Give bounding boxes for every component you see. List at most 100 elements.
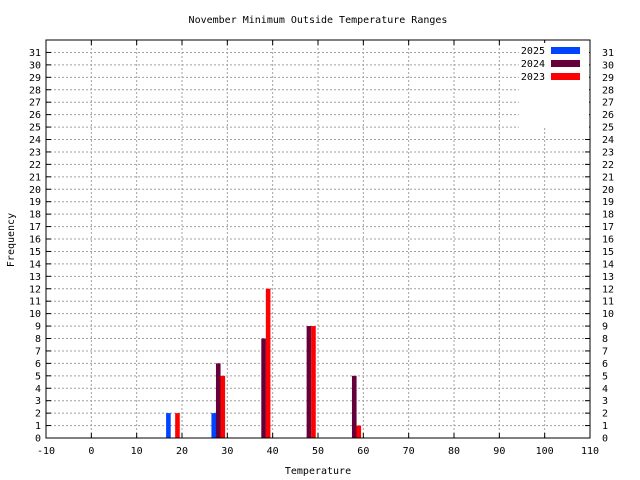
y-tick-label: 26: [29, 110, 41, 121]
legend-label: 2025: [521, 46, 545, 57]
y-tick-label: 19: [29, 197, 41, 208]
y-tick-label: 7: [35, 346, 41, 357]
y-tick-label-right: 16: [602, 235, 614, 246]
y-tick-label: 18: [29, 210, 41, 221]
x-tick-label: 50: [312, 446, 324, 457]
y-tick-label: 24: [29, 135, 41, 146]
y-tick-label: 14: [29, 259, 41, 270]
y-tick-label: 23: [29, 147, 41, 158]
y-tick-label-right: 7: [602, 346, 608, 357]
y-tick-label-right: 27: [602, 98, 614, 109]
y-tick-label-right: 23: [602, 147, 614, 158]
bar-2025: [166, 413, 171, 438]
y-tick-label-right: 17: [602, 222, 614, 233]
y-tick-label-right: 21: [602, 172, 614, 183]
y-tick-label: 30: [29, 60, 41, 71]
y-tick-label-right: 20: [602, 185, 614, 196]
legend-swatch: [551, 60, 580, 67]
y-tick-label: 9: [35, 322, 41, 333]
bar-2023: [311, 326, 316, 438]
y-tick-label: 21: [29, 172, 41, 183]
y-tick-label: 8: [35, 334, 41, 345]
y-tick-label: 13: [29, 272, 41, 283]
x-tick-label: 60: [357, 446, 369, 457]
legend-label: 2024: [521, 59, 545, 70]
y-tick-label: 1: [35, 421, 41, 432]
y-tick-label-right: 2: [602, 409, 608, 420]
y-tick-label-right: 1: [602, 421, 608, 432]
y-tick-label-right: 11: [602, 297, 614, 308]
bar-2024: [261, 338, 266, 438]
y-axis-label: Frequency: [6, 213, 17, 267]
y-tick-label-right: 25: [602, 123, 614, 134]
y-tick-label: 22: [29, 160, 41, 171]
y-tick-label-right: 12: [602, 284, 614, 295]
legend: 2025 2024 2023: [519, 43, 589, 128]
x-tick-label: 30: [221, 446, 233, 457]
y-tick-label-right: 29: [602, 73, 614, 84]
x-tick-label: 80: [448, 446, 460, 457]
y-tick-label-right: 8: [602, 334, 608, 345]
y-tick-label: 25: [29, 123, 41, 134]
bar-2023: [220, 375, 226, 438]
x-tick-label: 0: [88, 446, 94, 457]
y-tick-label: 5: [35, 371, 41, 382]
bar-2023: [356, 425, 362, 438]
y-tick-label: 31: [29, 48, 41, 59]
y-tick-label-right: 28: [602, 85, 614, 96]
legend-background: [519, 43, 589, 128]
y-tick-label: 15: [29, 247, 41, 258]
x-tick-label: 70: [403, 446, 415, 457]
bar-2025: [211, 413, 217, 438]
y-tick-label: 12: [29, 284, 41, 295]
y-tick-label-right: 9: [602, 322, 608, 333]
y-tick-label: 16: [29, 235, 41, 246]
legend-swatch: [551, 47, 580, 54]
y-tick-label-right: 18: [602, 210, 614, 221]
y-tick-label-right: 10: [602, 309, 614, 320]
y-tick-label-right: 26: [602, 110, 614, 121]
y-tick-label: 6: [35, 359, 41, 370]
y-tick-label: 4: [35, 384, 41, 395]
y-tick-label: 17: [29, 222, 41, 233]
bar-2024: [351, 375, 357, 438]
bar-2024: [306, 326, 312, 438]
y-tick-label: 2: [35, 409, 41, 420]
bar-2023: [265, 288, 271, 438]
y-tick-label-right: 31: [602, 48, 614, 59]
x-tick-label: 100: [536, 446, 554, 457]
y-tick-label-right: 15: [602, 247, 614, 258]
y-tick-label-right: 19: [602, 197, 614, 208]
y-tick-label-right: 5: [602, 371, 608, 382]
y-tick-label-right: 6: [602, 359, 608, 370]
y-tick-label: 28: [29, 85, 41, 96]
y-tick-label: 20: [29, 185, 41, 196]
y-tick-label-right: 4: [602, 384, 608, 395]
y-tick-label-right: 24: [602, 135, 614, 146]
y-tick-label-right: 14: [602, 259, 614, 270]
y-tick-label: 27: [29, 98, 41, 109]
y-tick-label: 3: [35, 396, 41, 407]
x-tick-label: 110: [581, 446, 599, 457]
chart-title: November Minimum Outside Temperature Ran…: [189, 15, 448, 26]
x-axis-label: Temperature: [285, 466, 351, 477]
x-tick-label: 40: [267, 446, 279, 457]
y-tick-label: 29: [29, 73, 41, 84]
x-tick-label: -10: [37, 446, 55, 457]
y-tick-label-right: 13: [602, 272, 614, 283]
y-tick-label: 11: [29, 297, 41, 308]
bar-2023: [175, 413, 180, 438]
y-tick-label: 10: [29, 309, 41, 320]
y-tick-label-right: 0: [602, 434, 608, 445]
bar-2024: [215, 363, 221, 438]
grid-layer: [46, 40, 590, 438]
x-tick-label: 10: [131, 446, 143, 457]
y-tick-label-right: 22: [602, 160, 614, 171]
bars-layer: [166, 288, 362, 438]
x-tick-label: 20: [176, 446, 188, 457]
legend-label: 2023: [521, 72, 545, 83]
x-tick-label: 90: [493, 446, 505, 457]
